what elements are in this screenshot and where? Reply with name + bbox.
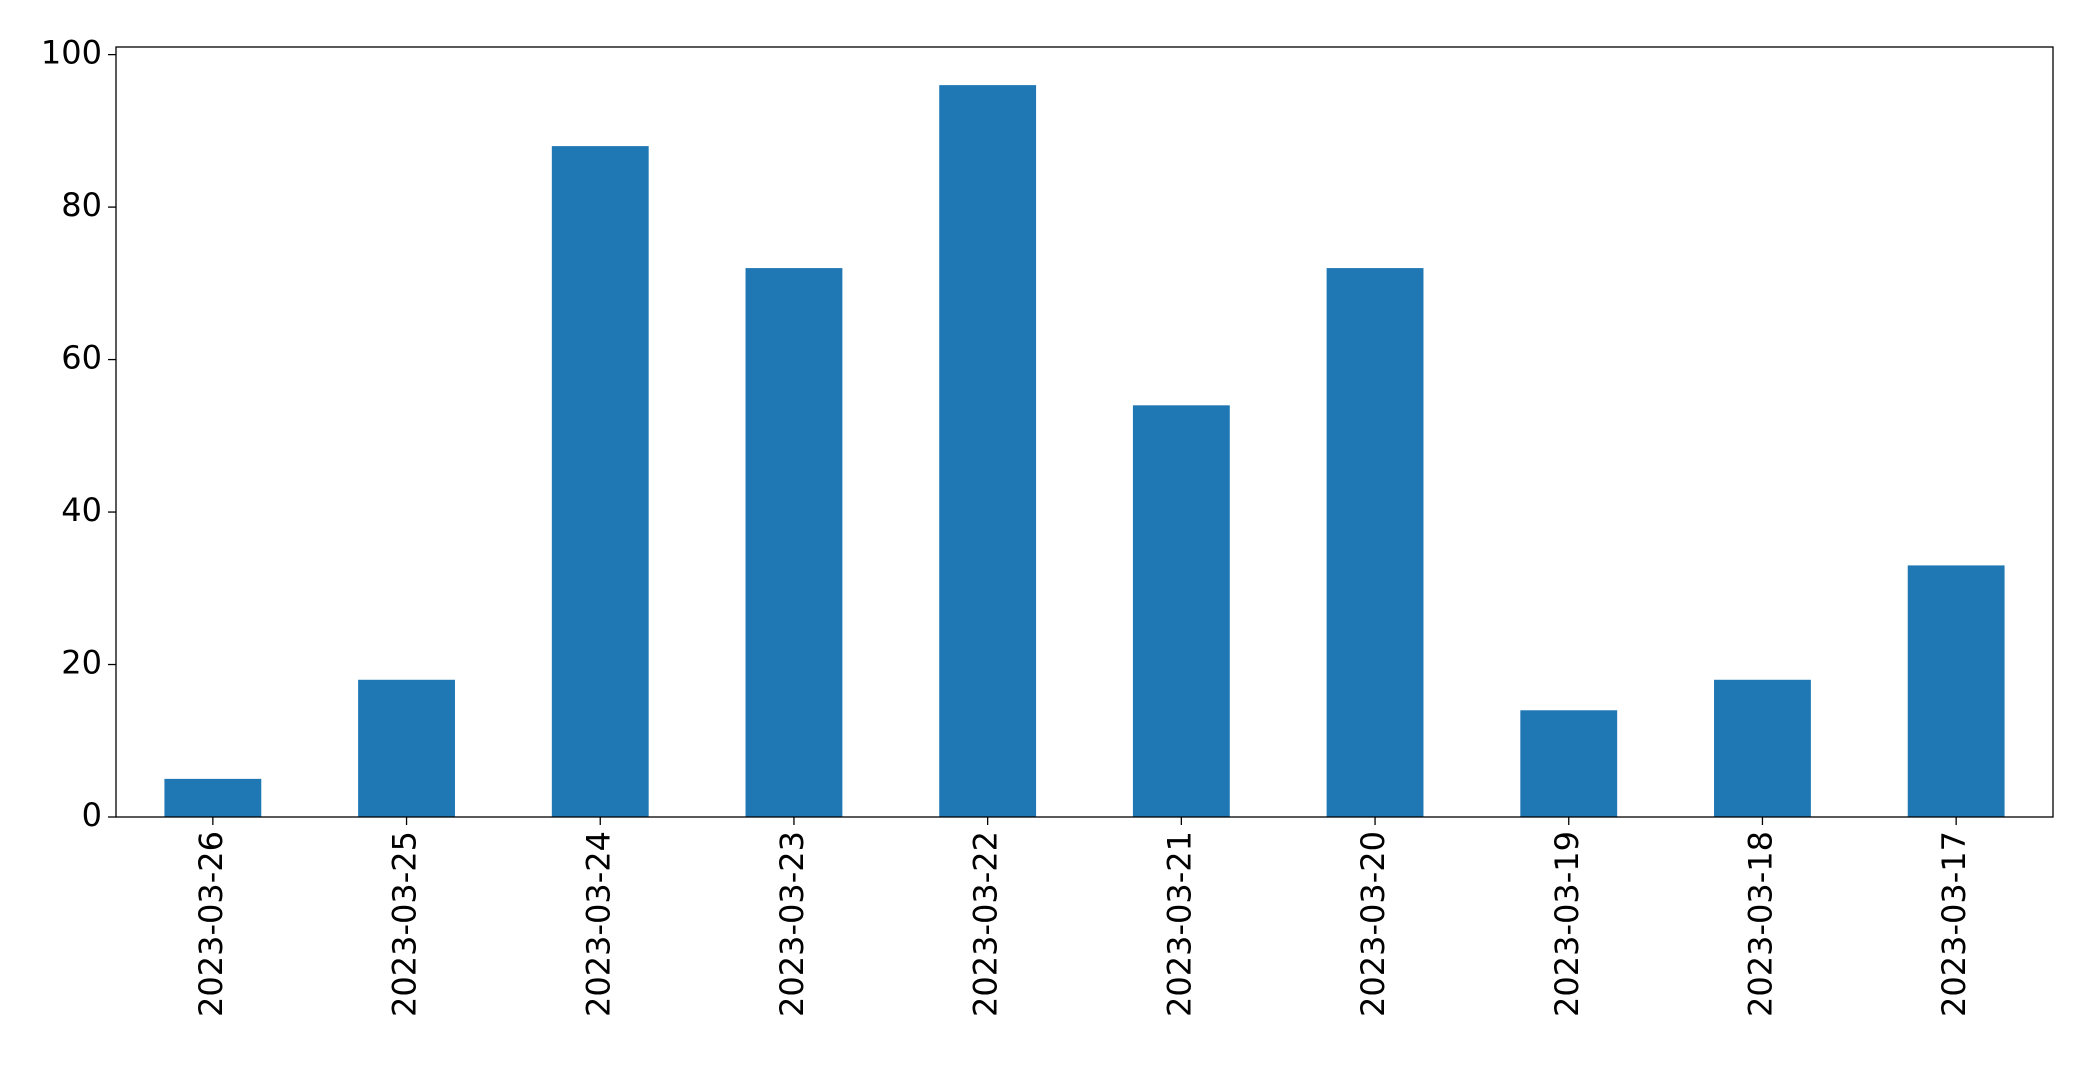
plot-frame xyxy=(115,46,2054,818)
bar xyxy=(1714,679,1811,817)
x-tick-label: 2023-03-21 xyxy=(1160,831,1198,1017)
bar xyxy=(164,778,262,817)
x-tick-label: 2023-03-18 xyxy=(1741,831,1779,1017)
y-tick-label: 20 xyxy=(61,644,102,682)
x-tick-label: 2023-03-25 xyxy=(386,831,424,1017)
bar xyxy=(1520,710,1618,817)
y-tick-label: 0 xyxy=(82,796,102,834)
bar xyxy=(1326,268,1424,817)
x-tick-label: 2023-03-19 xyxy=(1548,831,1586,1017)
bar xyxy=(745,268,843,817)
bar xyxy=(939,85,1037,817)
x-tick-label: 2023-03-23 xyxy=(773,831,811,1017)
y-tick-label: 80 xyxy=(61,186,102,224)
x-tick-label: 2023-03-24 xyxy=(579,831,617,1017)
bar xyxy=(551,146,649,818)
x-tick-label: 2023-03-22 xyxy=(967,831,1005,1017)
x-tick-label: 2023-03-17 xyxy=(1935,831,1973,1017)
y-tick-label: 40 xyxy=(61,491,102,529)
y-tick-label: 60 xyxy=(61,339,102,377)
y-tick-label: 100 xyxy=(41,34,102,72)
bar xyxy=(1132,405,1230,817)
bar xyxy=(1907,565,2005,817)
bar xyxy=(358,679,455,817)
x-tick-label: 2023-03-20 xyxy=(1354,831,1392,1017)
x-tick-label: 2023-03-26 xyxy=(192,831,230,1017)
